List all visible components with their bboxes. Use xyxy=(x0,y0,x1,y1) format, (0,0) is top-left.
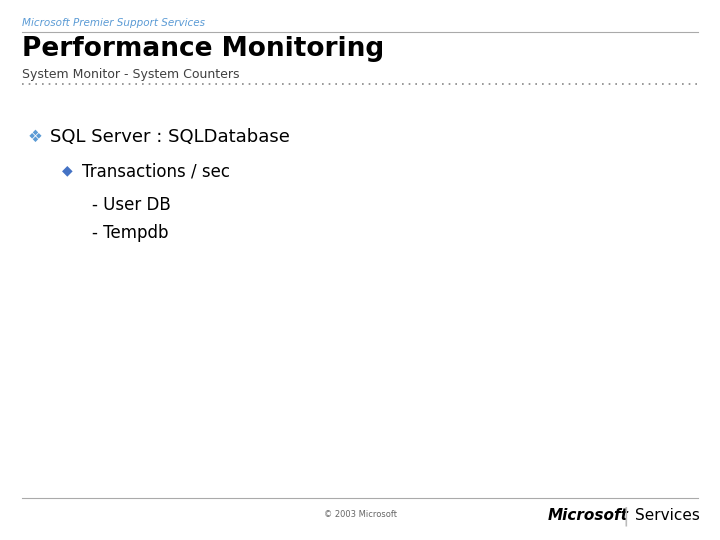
Text: - User DB: - User DB xyxy=(92,196,171,214)
Text: |: | xyxy=(623,506,629,525)
Text: ❖: ❖ xyxy=(28,128,43,146)
Text: Performance Monitoring: Performance Monitoring xyxy=(22,36,384,62)
Text: SQL Server : SQLDatabase: SQL Server : SQLDatabase xyxy=(50,128,290,146)
Text: - Tempdb: - Tempdb xyxy=(92,224,168,242)
Text: © 2003 Microsoft: © 2003 Microsoft xyxy=(323,510,397,519)
Text: System Monitor - System Counters: System Monitor - System Counters xyxy=(22,68,240,81)
Text: Services: Services xyxy=(635,508,700,523)
Text: Transactions / sec: Transactions / sec xyxy=(82,163,230,181)
Text: Microsoft: Microsoft xyxy=(548,508,629,523)
Text: ◆: ◆ xyxy=(62,163,73,177)
Text: Microsoft Premier Support Services: Microsoft Premier Support Services xyxy=(22,18,205,28)
